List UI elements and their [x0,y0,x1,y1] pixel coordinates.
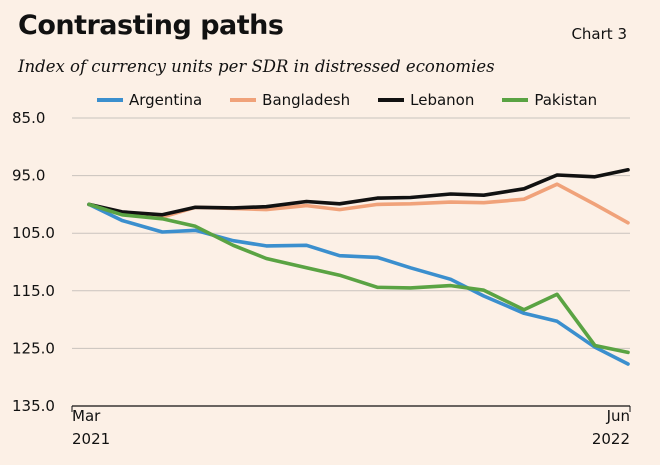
y-tick-label: 135.0 [12,397,55,415]
series-line-argentina [87,202,630,366]
legend-item-bangladesh: Bangladesh [230,91,350,109]
legend-item-pakistan: Pakistan [502,91,597,109]
legend-swatch-argentina [97,98,123,102]
legend-item-argentina: Argentina [97,91,202,109]
y-tick-label: 125.0 [12,339,55,357]
chart-legend: Argentina Bangladesh Lebanon Pakistan [97,91,625,109]
chart-number: Chart 3 [571,25,627,43]
x-tick-label-start-month: Mar [72,407,101,425]
legend-label-pakistan: Pakistan [534,91,598,109]
x-tick-label-start-year: 2021 [72,430,110,448]
y-tick-label: 105.0 [12,224,55,242]
legend-label-bangladesh: Bangladesh [262,91,351,109]
series-line-lebanon [87,168,630,217]
x-tick-label-end-month: Jun [606,407,630,425]
legend-label-argentina: Argentina [129,91,203,109]
y-tick-label: 95.0 [12,167,45,185]
legend-item-lebanon: Lebanon [378,91,474,109]
legend-label-lebanon: Lebanon [410,91,475,109]
legend-swatch-pakistan [502,98,529,102]
chart-title: Contrasting paths [18,10,284,41]
series-line-bangladesh [87,182,630,225]
y-tick-label: 85.0 [12,109,45,127]
y-tick-label: 115.0 [12,282,55,300]
legend-swatch-lebanon [378,98,405,102]
x-tick-label-end-year: 2022 [592,430,630,448]
legend-swatch-bangladesh [230,98,257,102]
chart-subtitle: Index of currency units per SDR in distr… [18,57,495,76]
series-line-pakistan [87,202,630,355]
